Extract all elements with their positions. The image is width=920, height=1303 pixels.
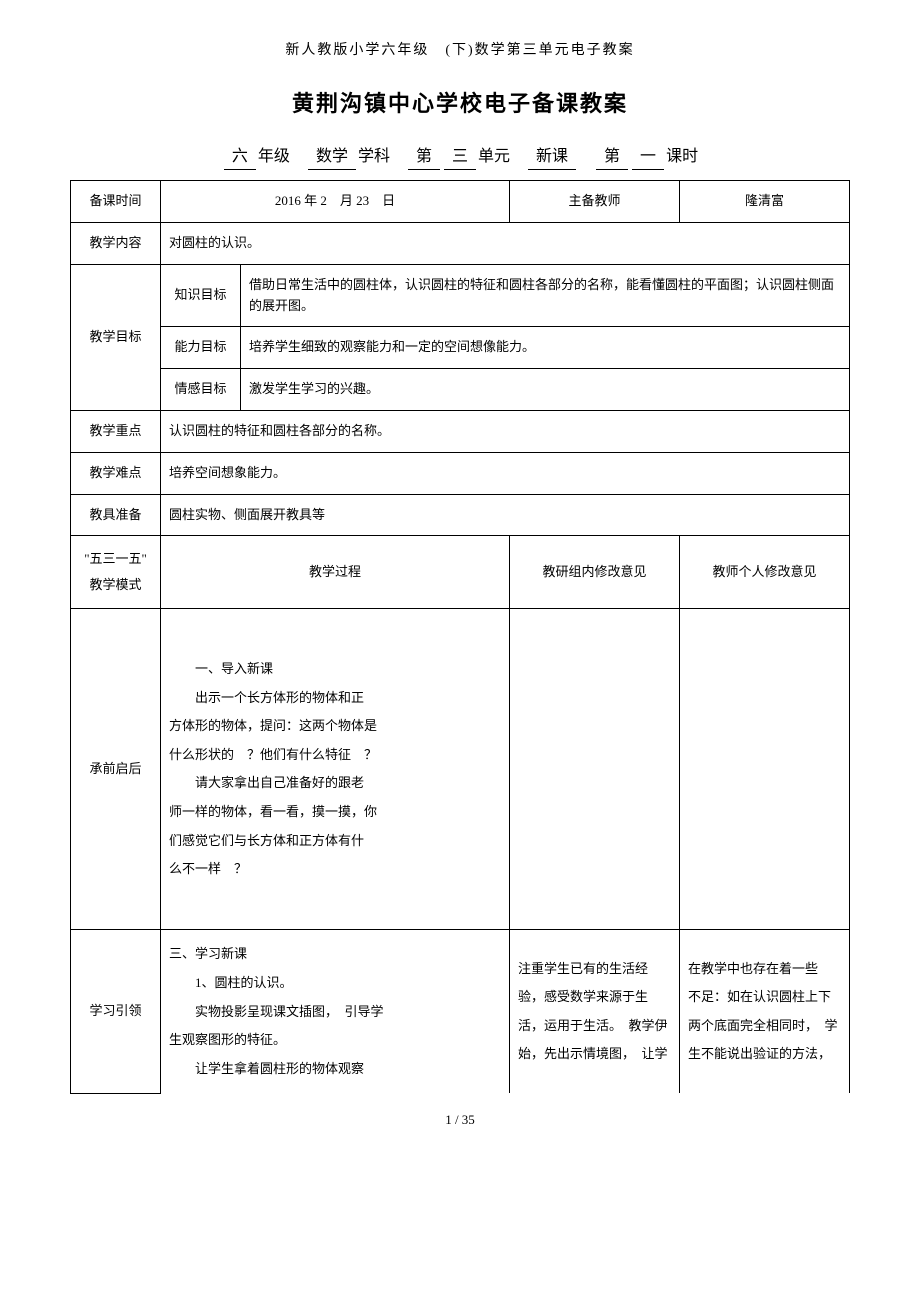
- meta-subject-label: 学科: [358, 148, 390, 165]
- cell-goal-emotion-label: 情感目标: [161, 369, 241, 411]
- cell-prep-date-label: 备课时间: [71, 181, 161, 223]
- s2c3-line: 在教学中也存在着一些: [688, 955, 841, 984]
- cell-group-opinion-header: 教研组内修改意见: [510, 536, 680, 609]
- s1-line: 方体形的物体，提问：这两个物体是: [169, 712, 501, 741]
- s1-line: 请大家拿出自己准备好的跟老: [169, 769, 501, 798]
- cell-goal-ability-label: 能力目标: [161, 327, 241, 369]
- cell-focus: 认识圆柱的特征和圆柱各部分的名称。: [161, 410, 850, 452]
- cell-content: 对圆柱的认识。: [161, 222, 850, 264]
- meta-subject: 数学: [308, 144, 356, 171]
- s2c2-line: 验，感受数学来源于生: [518, 983, 671, 1012]
- cell-section1-personal: [680, 609, 850, 930]
- cell-tools-label: 教具准备: [71, 494, 161, 536]
- row-tools: 教具准备 圆柱实物、侧面展开教具等: [71, 494, 850, 536]
- row-mode-header: "五三一五" 教学模式 教学过程 教研组内修改意见 教师个人修改意见: [71, 536, 850, 609]
- cell-section2-group: 注重学生已有的生活经 验，感受数学来源于生 活，运用于生活。 教学伊 始，先出示…: [510, 930, 680, 1093]
- cell-content-label: 教学内容: [71, 222, 161, 264]
- s1-line: 么不一样 ？: [169, 855, 501, 884]
- cell-goal-ability: 培养学生细致的观察能力和一定的空间想像能力。: [241, 327, 850, 369]
- main-table: 备课时间 2016 年 2 月 23 日 主备教师 隆清富 教学内容 对圆柱的认…: [70, 180, 850, 1094]
- cell-difficulty: 培养空间想象能力。: [161, 452, 850, 494]
- s2c3-line: 生不能说出验证的方法，: [688, 1040, 841, 1069]
- cell-section2-label: 学习引领: [71, 930, 161, 1093]
- cell-section2-personal: 在教学中也存在着一些 不足：如在认识圆柱上下 两个底面完全相同时， 学 生不能说…: [680, 930, 850, 1093]
- cell-mode-label: "五三一五" 教学模式: [71, 536, 161, 609]
- cell-difficulty-label: 教学难点: [71, 452, 161, 494]
- cell-main-teacher: 隆清富: [680, 181, 850, 223]
- page-number: 1 / 35: [70, 1110, 850, 1131]
- meta-unit-suffix: 单元: [478, 148, 510, 165]
- meta-line: 六年级 数学学科 第三单元 新课 第一课时: [70, 144, 850, 171]
- s2c1-line: 让学生拿着圆柱形的物体观察: [169, 1055, 501, 1084]
- meta-grade-label: 年级: [258, 148, 290, 165]
- mode-label-2: 教学模式: [79, 572, 152, 598]
- s2c1-line: 生观察图形的特征。: [169, 1026, 501, 1055]
- s2c2-line: 始，先出示情境图， 让学: [518, 1040, 671, 1069]
- s2c1-line: 三、学习新课: [169, 940, 501, 969]
- cell-goal-emotion: 激发学生学习的兴趣。: [241, 369, 850, 411]
- cell-process-header: 教学过程: [161, 536, 510, 609]
- row-goal-emotion: 情感目标 激发学生学习的兴趣。: [71, 369, 850, 411]
- meta-period-prefix: 第: [596, 144, 628, 171]
- row-difficulty: 教学难点 培养空间想象能力。: [71, 452, 850, 494]
- s2c1-line: 实物投影呈现课文插图， 引导学: [169, 998, 501, 1027]
- row-goal-ability: 能力目标 培养学生细致的观察能力和一定的空间想像能力。: [71, 327, 850, 369]
- s1-line: 一、导入新课: [169, 655, 501, 684]
- s2c3-line: 不足：如在认识圆柱上下: [688, 983, 841, 1012]
- cell-goal-knowledge-label: 知识目标: [161, 264, 241, 327]
- row-focus: 教学重点 认识圆柱的特征和圆柱各部分的名称。: [71, 410, 850, 452]
- mode-label-1: "五三一五": [79, 546, 152, 572]
- cell-main-teacher-label: 主备教师: [510, 181, 680, 223]
- page-title: 黄荆沟镇中心学校电子备课教案: [70, 86, 850, 121]
- cell-goals-label: 教学目标: [71, 264, 161, 410]
- cell-goal-knowledge: 借助日常生活中的圆柱体，认识圆柱的特征和圆柱各部分的名称，能看懂圆柱的平面图；认…: [241, 264, 850, 327]
- cell-section1-process: 一、导入新课 出示一个长方体形的物体和正 方体形的物体，提问：这两个物体是 什么…: [161, 609, 510, 930]
- meta-grade: 六: [224, 144, 256, 171]
- page-header-small: 新人教版小学六年级 (下)数学第三单元电子教案: [70, 40, 850, 62]
- row-goal-knowledge: 教学目标 知识目标 借助日常生活中的圆柱体，认识圆柱的特征和圆柱各部分的名称，能…: [71, 264, 850, 327]
- meta-period-suffix: 课时: [666, 148, 698, 165]
- cell-personal-opinion-header: 教师个人修改意见: [680, 536, 850, 609]
- row-prep-date: 备课时间 2016 年 2 月 23 日 主备教师 隆清富: [71, 181, 850, 223]
- cell-prep-date: 2016 年 2 月 23 日: [161, 181, 510, 223]
- s2c3-line: 两个底面完全相同时， 学: [688, 1012, 841, 1041]
- s1-line: 们感觉它们与长方体和正方体有什: [169, 827, 501, 856]
- meta-period: 一: [632, 144, 664, 171]
- s1-line: 出示一个长方体形的物体和正: [169, 684, 501, 713]
- meta-unit-prefix: 第: [408, 144, 440, 171]
- row-content: 教学内容 对圆柱的认识。: [71, 222, 850, 264]
- s2c2-line: 活，运用于生活。 教学伊: [518, 1012, 671, 1041]
- cell-focus-label: 教学重点: [71, 410, 161, 452]
- row-section2: 学习引领 三、学习新课 1、圆柱的认识。 实物投影呈现课文插图， 引导学 生观察…: [71, 930, 850, 1093]
- cell-section2-process: 三、学习新课 1、圆柱的认识。 实物投影呈现课文插图， 引导学 生观察图形的特征…: [161, 930, 510, 1093]
- meta-unit: 三: [444, 144, 476, 171]
- cell-tools: 圆柱实物、侧面展开教具等: [161, 494, 850, 536]
- cell-section1-label: 承前启后: [71, 609, 161, 930]
- meta-lesson-type: 新课: [528, 144, 576, 171]
- s1-line: 师一样的物体，看一看，摸一摸，你: [169, 798, 501, 827]
- s2c2-line: 注重学生已有的生活经: [518, 955, 671, 984]
- row-section1: 承前启后 一、导入新课 出示一个长方体形的物体和正 方体形的物体，提问：这两个物…: [71, 609, 850, 930]
- s2c1-line: 1、圆柱的认识。: [169, 969, 501, 998]
- cell-section1-group: [510, 609, 680, 930]
- s1-line: 什么形状的 ？他们有什么特征 ？: [169, 741, 501, 770]
